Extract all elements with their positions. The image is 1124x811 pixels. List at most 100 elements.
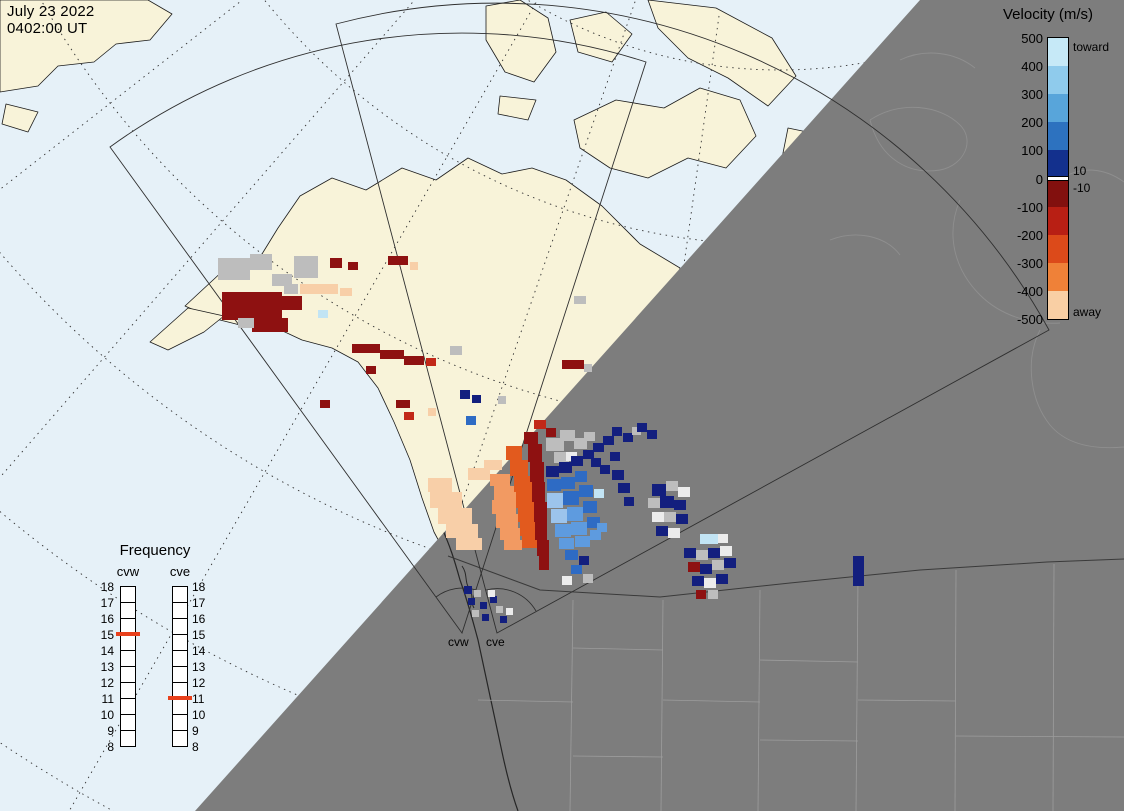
velocity-tick-label: -300 (1016, 255, 1043, 271)
frequency-tick-label: 18 (100, 580, 114, 594)
us-state-lines (477, 563, 1124, 811)
date-label: July 23 2022 (7, 3, 95, 20)
velocity-colorbar-segment (1048, 181, 1068, 207)
velocity-cell (853, 556, 864, 586)
frequency-legend: Frequency cvw 18 17 16 15 14 13 12 11 10 9 8 cve 18 17… (88, 542, 222, 792)
arctic-island-3 (569, 11, 633, 63)
velocity-cell (500, 616, 507, 623)
velocity-cell (528, 444, 542, 462)
velocity-cell (252, 318, 288, 332)
velocity-cells (218, 254, 864, 623)
velocity-cell (320, 400, 330, 408)
velocity-colorbar-segment (1048, 206, 1068, 235)
velocity-cell (496, 606, 503, 613)
night-pacific-coast (439, 523, 519, 811)
velocity-cell (404, 412, 414, 420)
velocity-cell (428, 478, 452, 492)
velocity-cell (591, 458, 601, 467)
velocity-cell (520, 522, 536, 536)
velocity-cell (652, 484, 666, 496)
frequency-column-label-cve: cve (169, 564, 191, 579)
velocity-cell (480, 602, 487, 609)
velocity-cell (674, 500, 686, 510)
velocity-cell (668, 528, 680, 538)
velocity-cell (587, 517, 600, 528)
velocity-cell (272, 274, 292, 286)
velocity-cell (594, 489, 604, 498)
velocity-cell (474, 590, 481, 597)
velocity-cell (496, 514, 518, 528)
velocity-cell (506, 608, 513, 615)
velocity-cell (559, 462, 572, 473)
frequency-scale-box (120, 730, 136, 747)
velocity-cell (700, 534, 718, 544)
radar-site-label-cvw: cvw (448, 635, 469, 649)
velocity-cell (506, 446, 522, 460)
timestamp: July 23 2022 0402:00 UT (7, 3, 94, 37)
velocity-tick-label: -100 (1016, 199, 1043, 215)
velocity-cell (330, 258, 342, 268)
velocity-cell (583, 450, 594, 459)
frequency-tick-label: 9 (107, 724, 114, 738)
velocity-cell (318, 310, 328, 318)
velocity-cell (551, 509, 567, 523)
velocity-cell (612, 470, 624, 480)
frequency-tick-label: 16 (192, 612, 206, 626)
frequency-column-label-cvw: cvw (116, 564, 140, 579)
velocity-cell (430, 492, 462, 508)
velocity-cell (563, 491, 579, 505)
velocity-cell (284, 284, 298, 294)
velocity-tick-label: 400 (1021, 59, 1043, 75)
frequency-scale-box (172, 666, 188, 683)
velocity-cell (696, 550, 708, 560)
velocity-cell (704, 578, 716, 588)
velocity-cell (530, 462, 544, 482)
velocity-cell (218, 258, 250, 280)
frequency-scale-box (120, 634, 136, 651)
velocity-legend-title: Velocity (m/s) (1003, 6, 1094, 23)
velocity-cell (560, 430, 575, 441)
velocity-tick-label: 100 (1021, 143, 1043, 159)
velocity-cell (583, 574, 593, 583)
velocity-tick-label: 0 (1035, 171, 1043, 187)
velocity-cell (574, 296, 586, 304)
velocity-cell (612, 427, 622, 436)
velocity-cell (396, 400, 410, 408)
velocity-cell (490, 474, 510, 486)
velocity-cell (532, 482, 545, 502)
velocity-cell (250, 254, 272, 270)
velocity-colorbar-segment (1048, 38, 1068, 67)
velocity-cell (571, 456, 583, 466)
velocity-cell (708, 548, 720, 558)
velocity-cell (712, 560, 724, 570)
velocity-cell (692, 576, 704, 586)
velocity-cell (464, 586, 472, 594)
velocity-cell (366, 366, 376, 374)
velocity-cell (700, 564, 712, 574)
frequency-tick-label: 8 (192, 740, 199, 754)
frequency-marker-cve (168, 696, 192, 700)
frequency-tick-label: 14 (100, 644, 114, 658)
velocity-cell (600, 465, 610, 474)
frequency-scale-box (120, 698, 136, 715)
velocity-cell (660, 496, 674, 508)
frequency-scale-box (172, 650, 188, 667)
velocity-cell (456, 538, 482, 550)
velocity-colorbar-segment (1048, 175, 1068, 182)
velocity-cell (294, 256, 318, 278)
radar-site-label-cve: cve (486, 635, 505, 649)
frequency-tick-label: 11 (101, 692, 114, 706)
velocity-cell (724, 558, 736, 568)
velocity-cell (482, 614, 489, 621)
velocity-cell (472, 610, 479, 617)
velocity-cell (522, 536, 538, 548)
velocity-cell (547, 493, 563, 508)
velocity-colorbar (1047, 37, 1069, 320)
velocity-cell (300, 284, 338, 294)
velocity-cell (450, 346, 462, 355)
night-outlines (439, 52, 1124, 811)
velocity-cell (238, 318, 254, 328)
velocity-cell (579, 485, 593, 497)
velocity-cell (490, 596, 497, 603)
velocity-cell (583, 501, 597, 513)
